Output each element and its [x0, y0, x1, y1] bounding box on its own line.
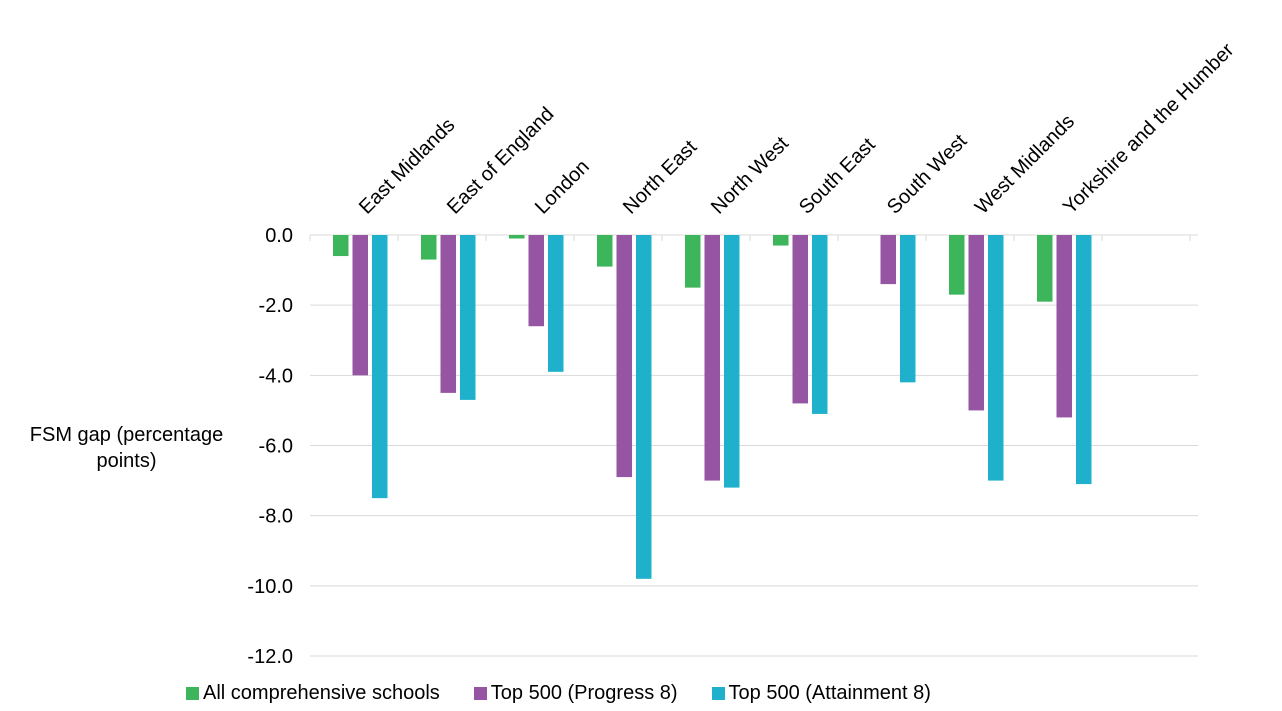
bar [528, 235, 544, 327]
bar [812, 235, 828, 414]
bar [636, 235, 652, 579]
bar [509, 235, 525, 239]
bar [372, 235, 388, 499]
y-tick-label: -8.0 [259, 506, 293, 528]
bar [792, 235, 808, 404]
bar [704, 235, 720, 481]
legend-item: Top 500 (Progress 8) [473, 681, 678, 705]
legend-label: Top 500 (Progress 8) [490, 681, 678, 704]
bar [900, 235, 916, 383]
category-label: South West [883, 130, 972, 219]
bar [988, 235, 1004, 481]
y-tick-label: -12.0 [247, 646, 293, 668]
bar [1076, 235, 1092, 485]
bar [616, 235, 632, 478]
y-tick-label: -6.0 [259, 436, 293, 458]
bar [685, 235, 701, 288]
bar [949, 235, 965, 295]
bar [773, 235, 789, 246]
bar [460, 235, 476, 400]
legend: All comprehensive schools Top 500 (Progre… [186, 680, 965, 706]
y-tick-label: 0.0 [265, 225, 293, 247]
category-label: Yorkshire and the Humber [1059, 39, 1239, 219]
y-tick-label: -2.0 [259, 295, 293, 317]
y-tick-label: -10.0 [247, 576, 293, 598]
y-axis-label: FSM gap (percentage points) [29, 424, 224, 472]
bar [352, 235, 368, 376]
bar [1037, 235, 1053, 302]
bar [548, 235, 564, 372]
category-label: South East [795, 133, 880, 218]
legend-label: All comprehensive schools [203, 681, 440, 704]
legend-swatch [186, 686, 199, 700]
category-label: North East [619, 136, 702, 219]
legend-label: Top 500 (Attainment 8) [728, 681, 931, 704]
bar [333, 235, 349, 257]
category-label: North West [707, 132, 793, 218]
category-label: London [531, 156, 594, 219]
legend-swatch [711, 686, 725, 700]
bar [597, 235, 613, 267]
bar [440, 235, 456, 393]
legend-swatch [473, 686, 487, 700]
bar [880, 235, 896, 285]
bar [724, 235, 740, 488]
legend-item: Top 500 (Attainment 8) [711, 681, 931, 705]
legend-item: All comprehensive schools [186, 682, 440, 705]
bar [1056, 235, 1072, 418]
y-tick-label: -4.0 [259, 365, 293, 387]
bar [968, 235, 984, 411]
bar [421, 235, 437, 260]
